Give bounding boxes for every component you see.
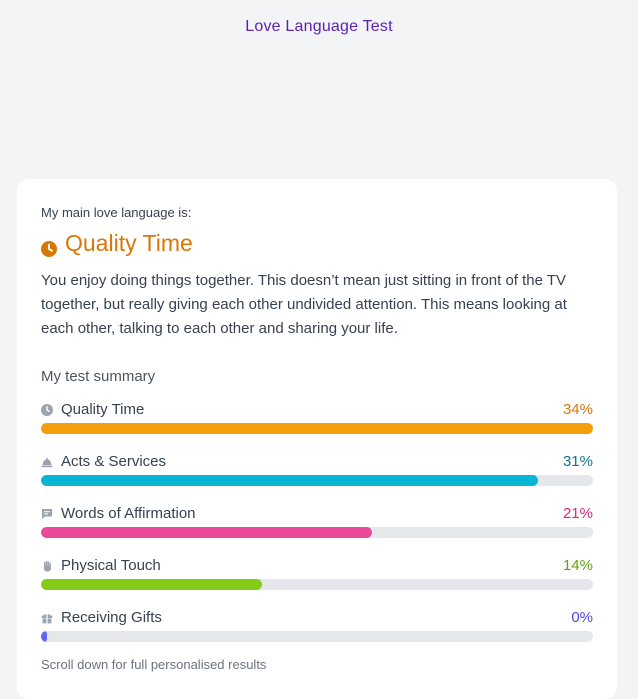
summary-percent: 34% [562, 400, 593, 418]
summary-row-receiving-gifts: Receiving Gifts 0% [41, 597, 593, 649]
summary-row-acts-services: Acts & Services 31% [41, 441, 593, 493]
clock-icon [41, 403, 53, 416]
bell-icon [41, 455, 53, 468]
summary-label: Quality Time [61, 400, 145, 418]
scroll-hint: Scroll down for full personalised result… [41, 657, 267, 672]
chat-icon [41, 507, 53, 519]
result-card: My main love language is: Quality Time Y… [17, 179, 617, 699]
app-title[interactable]: Love Language Test [245, 18, 393, 35]
progress-track [41, 475, 593, 486]
progress-track [41, 527, 593, 538]
main-language-label: My main love language is: [41, 205, 192, 220]
progress-fill [41, 475, 538, 486]
main-language-name: Quality Time [65, 230, 193, 256]
hand-icon [41, 559, 53, 572]
progress-track [41, 579, 593, 590]
progress-fill [41, 423, 593, 434]
summary-percent: 0% [571, 608, 593, 626]
summary-list: Quality Time 34% Acts & Services 31% [41, 389, 593, 649]
summary-row-physical-touch: Physical Touch 14% [41, 545, 593, 597]
main-language-heading: Quality Time [41, 230, 593, 257]
summary-percent: 14% [562, 556, 593, 574]
summary-row-quality-time: Quality Time 34% [41, 389, 593, 441]
progress-track [41, 423, 593, 434]
progress-fill [41, 527, 373, 538]
summary-label: Acts & Services [61, 452, 167, 470]
summary-label: Receiving Gifts [61, 608, 162, 626]
progress-fill [41, 579, 262, 590]
gift-icon [41, 611, 53, 624]
summary-percent: 21% [562, 504, 593, 522]
progress-track [41, 631, 593, 642]
summary-label: Words of Affirmation [61, 504, 196, 522]
summary-title: My test summary [41, 368, 156, 385]
summary-label: Physical Touch [61, 556, 161, 574]
summary-row-words-of-affirmation: Words of Affirmation 21% [41, 493, 593, 545]
main-language-description: You enjoy doing things together. This do… [41, 272, 567, 337]
clock-icon [41, 236, 57, 257]
top-bar: Love Language Test [0, 0, 638, 54]
summary-percent: 31% [562, 452, 593, 470]
progress-fill [41, 631, 47, 642]
